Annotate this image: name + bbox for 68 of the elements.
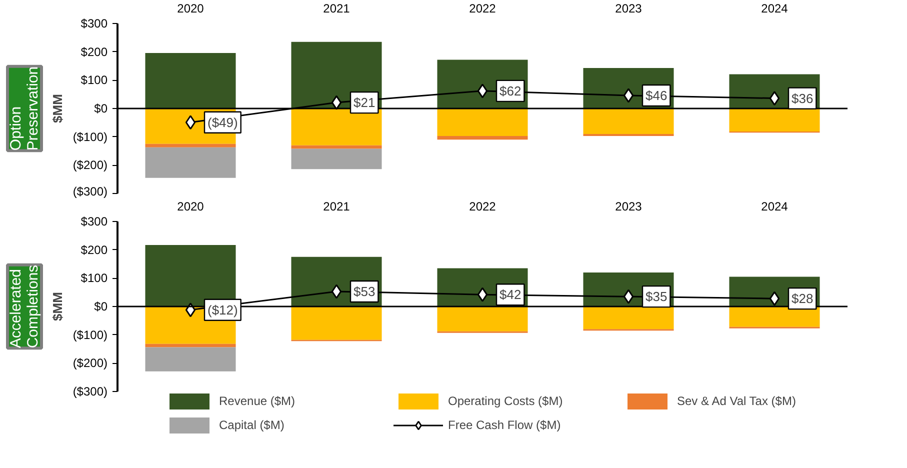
- legend-label: Sev & Ad Val Tax ($M): [677, 394, 797, 408]
- x-tick-label: 2022: [469, 2, 496, 16]
- point: [769, 291, 780, 306]
- point: [331, 284, 342, 299]
- y-axis-title: $MM: [50, 292, 65, 321]
- y-tick-label: ($300): [72, 184, 108, 198]
- y-tick-label: ($300): [72, 384, 108, 398]
- data-label: $28: [792, 291, 814, 306]
- bar: [729, 108, 820, 132]
- bar: [145, 147, 236, 178]
- legend-label: Revenue ($M): [219, 394, 296, 408]
- x-tick-label: 2023: [615, 200, 642, 214]
- legend-label: Operating Costs ($M): [448, 394, 564, 408]
- data-label: $46: [646, 88, 668, 103]
- y-tick-label: ($200): [72, 356, 108, 370]
- bar: [583, 306, 674, 330]
- data-label: $42: [500, 287, 522, 302]
- data-label: $53: [354, 284, 376, 299]
- data-label: $35: [646, 289, 668, 304]
- text: Accelerated Completions: [8, 264, 42, 348]
- y-tick-label: $100: [80, 271, 108, 286]
- bar: [437, 108, 528, 136]
- bar: [145, 344, 236, 348]
- y-tick-label: $200: [80, 242, 108, 257]
- x-tick-label: 2021: [323, 2, 350, 16]
- bar: [145, 52, 236, 108]
- bar: [145, 347, 236, 372]
- legend-label: Free Cash Flow ($M): [448, 418, 562, 432]
- bar: [437, 306, 528, 332]
- bar: [437, 136, 528, 140]
- data-label: $62: [500, 83, 522, 98]
- bar: [583, 108, 674, 134]
- y-tick-label: ($200): [72, 158, 108, 172]
- legend-label: Capital ($M): [219, 418, 286, 432]
- x-tick-label: 2021: [323, 200, 350, 214]
- point: [623, 289, 634, 304]
- x-tick-label: 2024: [761, 2, 788, 16]
- y-tick-label: $300: [80, 214, 108, 228]
- point: [477, 287, 488, 302]
- data-label: $21: [354, 95, 376, 110]
- point: [769, 91, 780, 106]
- bar: [145, 144, 236, 148]
- point: [623, 88, 634, 103]
- y-tick-label: $100: [80, 73, 108, 88]
- x-tick-label: 2024: [761, 200, 788, 214]
- text: Option Preservation: [8, 66, 42, 151]
- point: [477, 84, 488, 98]
- y-tick-label: $0: [94, 102, 108, 116]
- y-axis-title: $MM: [50, 94, 65, 123]
- x-tick-label: 2022: [469, 200, 496, 214]
- data-label: ($49): [208, 114, 238, 130]
- bar: [729, 306, 820, 327]
- x-tick-label: 2023: [615, 2, 642, 16]
- y-tick-label: $200: [80, 44, 108, 59]
- bar: [291, 148, 382, 170]
- x-tick-label: 2020: [177, 2, 204, 16]
- y-tick-label: ($100): [72, 328, 108, 342]
- y-tick-label: ($100): [72, 130, 108, 144]
- x-tick-label: 2020: [177, 200, 204, 214]
- point: [331, 95, 342, 110]
- y-tick-label: $300: [80, 16, 108, 30]
- bar: [291, 108, 382, 146]
- point: [185, 115, 196, 130]
- y-tick-label: $0: [94, 300, 108, 314]
- bar: [291, 306, 382, 340]
- bar: [145, 245, 236, 306]
- data-label: ($12): [208, 302, 238, 318]
- data-label: $36: [792, 90, 814, 106]
